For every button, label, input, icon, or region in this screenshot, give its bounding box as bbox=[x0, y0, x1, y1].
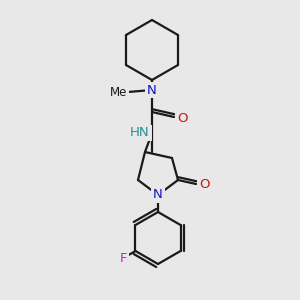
Text: O: O bbox=[177, 112, 187, 124]
Text: N: N bbox=[153, 188, 163, 202]
Text: Me: Me bbox=[110, 85, 128, 98]
Text: F: F bbox=[120, 251, 127, 265]
Text: O: O bbox=[199, 178, 209, 191]
Text: HN: HN bbox=[130, 127, 150, 140]
Text: N: N bbox=[147, 83, 157, 97]
